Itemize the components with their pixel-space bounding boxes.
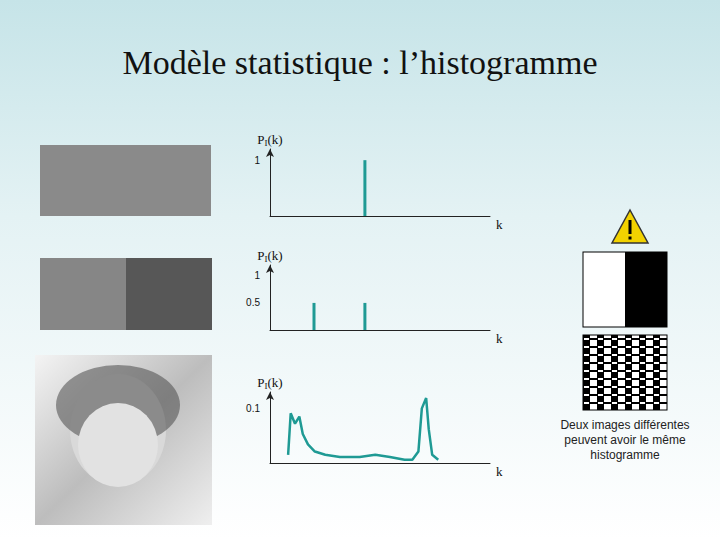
- html-text:Modèle statistique : l’histogr: Modèle statistique : l’histogramme: [122, 44, 598, 81]
- svg-text:0.5: 0.5: [246, 297, 260, 308]
- svg-text:I: I: [264, 137, 268, 148]
- svg-text:1: 1: [254, 270, 260, 281]
- svg-text:1: 1: [254, 155, 260, 166]
- svg-text:(k): (k): [268, 375, 283, 390]
- svg-text:P: P: [257, 248, 264, 263]
- svg-text:I: I: [264, 253, 268, 264]
- svg-text:P: P: [257, 132, 264, 147]
- svg-text:k: k: [496, 217, 503, 232]
- svg-text:(k): (k): [268, 132, 283, 147]
- svg-text:(k): (k): [268, 248, 283, 263]
- svg-text:0.1: 0.1: [246, 403, 260, 414]
- html-text:Deux images différentes peuven: Deux images différentes peuvent avoir le…: [560, 418, 690, 462]
- svg-text:I: I: [264, 380, 268, 391]
- svg-text:k: k: [496, 331, 503, 346]
- svg-text:k: k: [496, 464, 503, 479]
- svg-text:P: P: [257, 375, 264, 390]
